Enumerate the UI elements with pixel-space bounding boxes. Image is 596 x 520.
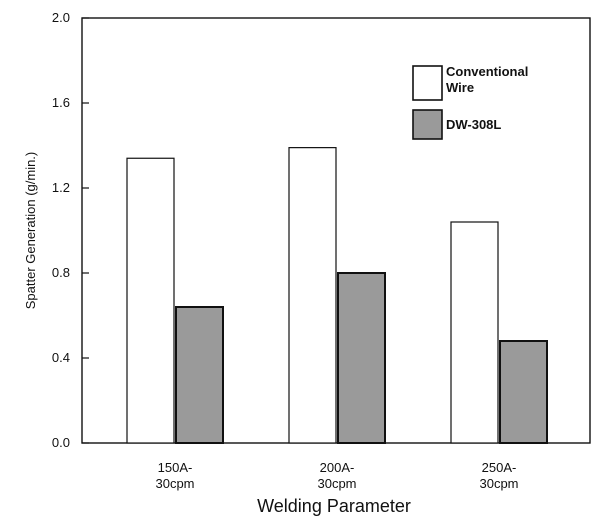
bars	[126, 147, 548, 444]
y-tick-label: 0.0	[52, 435, 70, 450]
y-tick-label: 1.2	[52, 180, 70, 195]
bar-dw-308l-2	[337, 272, 386, 444]
legend-label-conventional-wire: Conventional Wire	[446, 64, 528, 95]
x-tick-label: 200A-30cpm	[317, 460, 356, 491]
bar-dw-308l-3	[499, 340, 548, 444]
y-tick-label: 2.0	[52, 10, 70, 25]
x-tick-label-line: 150A-	[158, 460, 193, 475]
y-tick-label: 0.4	[52, 350, 70, 365]
legend-label-line: Wire	[446, 80, 474, 95]
legend-swatch-conventional-wire	[412, 65, 443, 101]
y-axis-ticks: 0.0 0.4 0.8 1.2 1.6 2.0	[52, 10, 89, 450]
x-axis-label: Welding Parameter	[257, 496, 411, 516]
bar-conventional-wire-2	[288, 147, 337, 444]
x-tick-label: 150A-30cpm	[155, 460, 194, 491]
legend: Conventional Wire DW-308L	[412, 64, 528, 140]
x-tick-label: 250A-30cpm	[479, 460, 518, 491]
bar-dw-308l-1	[175, 306, 224, 444]
legend-label-line: DW-308L	[446, 117, 501, 132]
legend-label-line: Conventional	[446, 64, 528, 79]
y-tick-label: 0.8	[52, 265, 70, 280]
x-tick-label-line: 200A-	[320, 460, 355, 475]
bar-conventional-wire-1	[126, 157, 175, 444]
bar-conventional-wire-3	[450, 221, 499, 444]
x-tick-label-line: 30cpm	[155, 476, 194, 491]
x-tick-label-line: 250A-	[482, 460, 517, 475]
legend-swatch-dw-308l	[412, 109, 443, 140]
x-tick-label-line: 30cpm	[479, 476, 518, 491]
legend-label-dw-308l: DW-308L	[446, 117, 501, 132]
x-tick-label-line: 30cpm	[317, 476, 356, 491]
y-axis-label: Spatter Generation (g/min.)	[23, 152, 38, 310]
y-tick-label: 1.6	[52, 95, 70, 110]
